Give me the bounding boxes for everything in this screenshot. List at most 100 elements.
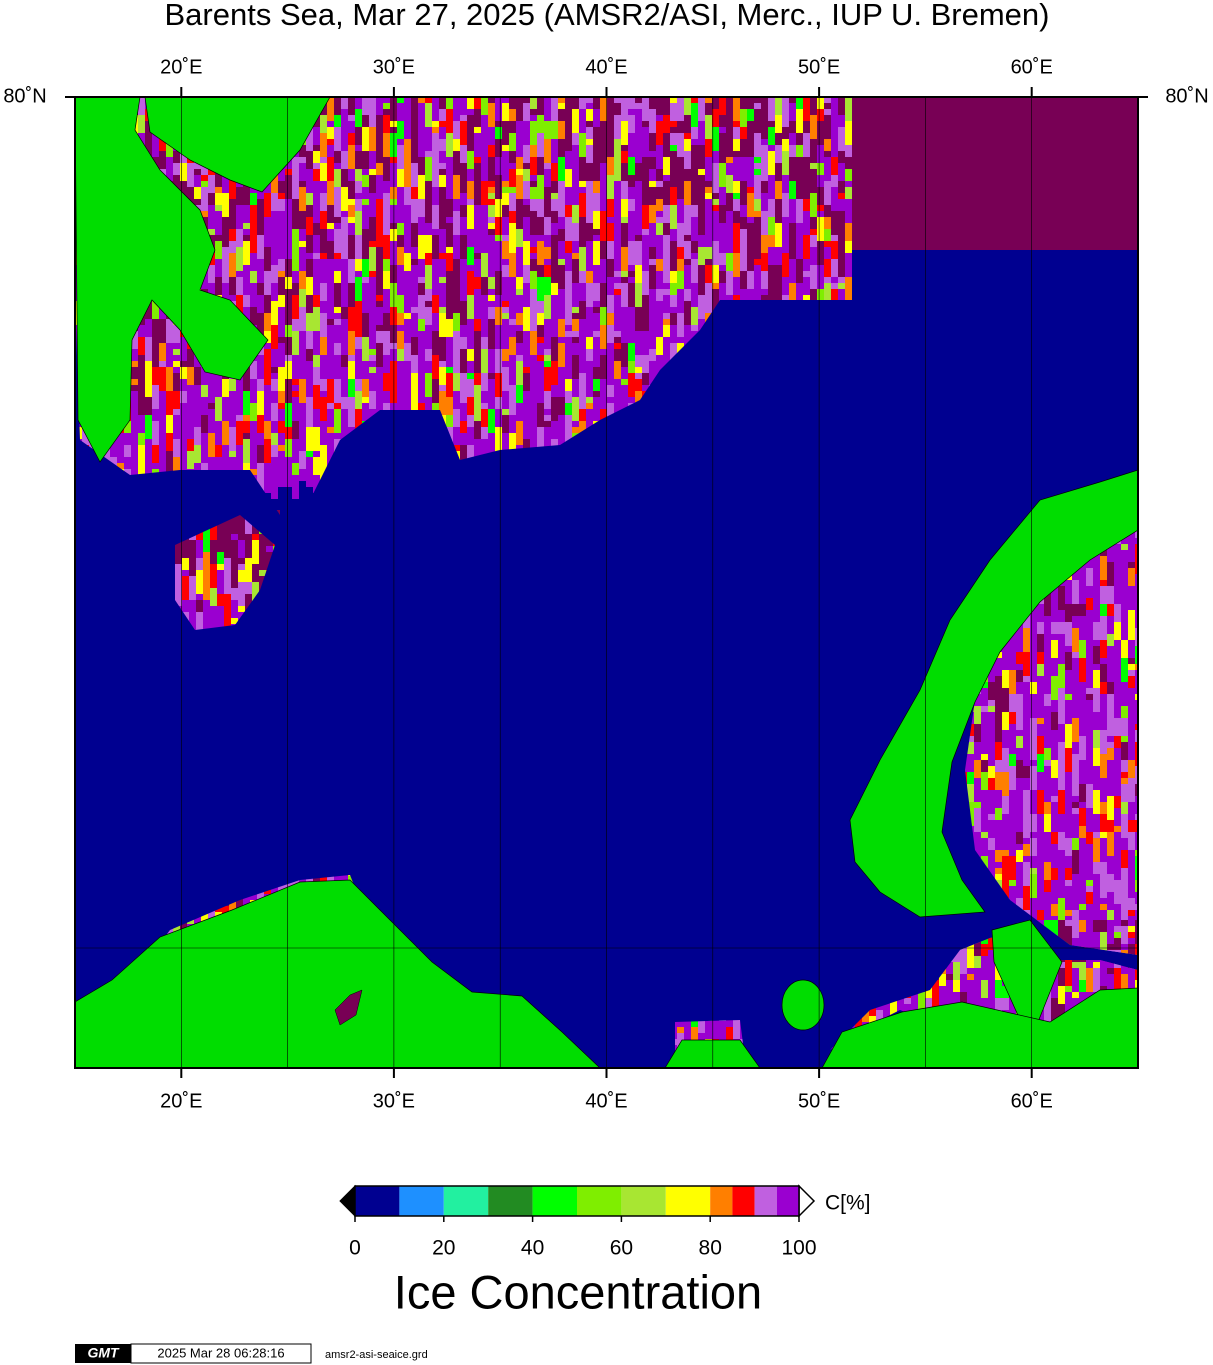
ice-cell xyxy=(635,283,642,307)
ice-cell xyxy=(530,289,537,313)
ice-cell xyxy=(1072,802,1079,808)
ice-cell xyxy=(516,127,523,145)
ice-cell xyxy=(348,259,355,283)
ice-cell xyxy=(981,938,988,944)
ice-cell xyxy=(252,534,259,540)
ice-cell xyxy=(166,433,173,451)
ice-cell xyxy=(1121,868,1128,892)
ice-cell xyxy=(446,175,453,199)
ice-cell xyxy=(446,253,453,271)
ice-cell xyxy=(201,439,208,463)
ice-cell xyxy=(348,121,355,133)
ice-cell xyxy=(628,157,635,175)
ice-cell xyxy=(733,1015,740,1039)
ice-cell xyxy=(488,403,495,409)
ice-cell xyxy=(320,253,327,259)
ice-cell xyxy=(558,265,565,289)
ice-cell xyxy=(656,217,663,223)
ice-cell xyxy=(733,157,740,181)
ice-cell xyxy=(453,349,460,355)
ice-cell xyxy=(1009,670,1016,694)
ice-cell xyxy=(579,301,586,319)
ice-cell xyxy=(621,163,628,181)
ice-cell xyxy=(502,331,509,349)
ice-cell xyxy=(411,313,418,337)
ice-cell xyxy=(1016,652,1023,664)
ice-cell xyxy=(481,403,488,409)
ice-cell xyxy=(586,283,593,307)
ice-cell xyxy=(747,169,754,187)
ice-cell xyxy=(222,175,229,193)
ice-cell xyxy=(257,445,264,463)
ice-cell xyxy=(803,211,810,235)
ice-cell xyxy=(229,451,236,457)
ice-cell xyxy=(523,283,530,307)
ice-cell xyxy=(313,307,320,331)
ice-cell xyxy=(733,121,740,127)
ice-cell xyxy=(1135,920,1138,944)
ice-cell xyxy=(733,127,740,139)
ice-cell xyxy=(761,289,768,295)
ice-cell xyxy=(362,361,369,373)
ice-cell xyxy=(348,169,355,181)
ice-cell xyxy=(803,133,810,157)
ice-cell xyxy=(432,271,439,295)
ice-cell xyxy=(586,223,593,241)
ice-cell xyxy=(1086,598,1093,610)
ice-cell xyxy=(621,343,628,367)
ice-cell xyxy=(313,169,320,181)
ice-cell xyxy=(684,325,691,349)
ice-cell xyxy=(817,205,824,211)
ice-cell xyxy=(572,355,579,379)
ice-cell xyxy=(1051,796,1058,802)
ice-cell xyxy=(1121,892,1128,916)
ice-cell xyxy=(572,133,579,139)
ice-cell xyxy=(1002,748,1009,772)
ice-cell xyxy=(285,235,292,259)
ice-cell xyxy=(131,367,138,379)
ice-cell xyxy=(1128,562,1135,568)
ice-cell xyxy=(341,187,348,211)
ice-cell xyxy=(995,862,1002,868)
ice-cell xyxy=(988,986,995,1010)
ice-cell xyxy=(551,121,558,139)
ice-cell xyxy=(215,229,222,235)
ice-cell xyxy=(670,241,677,253)
ice-cell xyxy=(593,313,600,331)
ice-cell xyxy=(579,115,586,133)
ice-cell xyxy=(173,451,180,457)
ice-cell xyxy=(362,379,369,397)
ice-cell xyxy=(796,199,803,205)
ice-cell xyxy=(586,121,593,127)
ice-cell xyxy=(250,289,257,295)
ice-cell xyxy=(474,277,481,289)
ice-cell xyxy=(341,247,348,253)
ice-cell xyxy=(1058,832,1065,850)
ice-cell xyxy=(649,295,656,301)
ice-cell xyxy=(460,355,467,373)
ice-cell xyxy=(719,1021,726,1033)
ice-cell xyxy=(292,475,299,499)
ice-cell xyxy=(838,253,845,277)
ice-cell xyxy=(1086,886,1093,892)
ice-cell xyxy=(467,373,474,379)
ice-cell xyxy=(488,277,495,289)
ice-cell xyxy=(607,217,614,223)
ice-cell xyxy=(397,295,404,313)
ice-cell xyxy=(831,157,838,175)
ice-cell xyxy=(1065,748,1072,772)
ice-cell xyxy=(383,313,390,331)
ice-cell xyxy=(565,253,572,271)
ice-cell xyxy=(264,463,271,469)
ice-cell xyxy=(1086,784,1093,808)
ice-cell xyxy=(509,319,516,325)
ice-cell xyxy=(1100,580,1107,586)
ice-cell xyxy=(488,373,495,379)
ice-cell xyxy=(257,391,264,415)
ice-cell xyxy=(1065,926,1072,950)
ice-cell xyxy=(1079,688,1086,712)
ice-cell xyxy=(817,289,824,307)
ice-cell xyxy=(201,433,208,439)
ice-cell xyxy=(537,301,544,313)
ice-cell xyxy=(196,612,203,630)
